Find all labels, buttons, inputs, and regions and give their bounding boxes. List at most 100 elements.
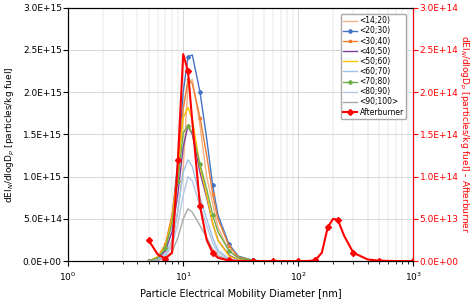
<80;90) — [175, 221, 181, 225]
Afterburner — [185, 69, 191, 73]
<30;40) — [181, 107, 186, 111]
<60;70) — [197, 196, 203, 200]
Line: Afterburner: Afterburner — [146, 52, 416, 263]
<90;100> — [235, 259, 241, 263]
<50;60) — [197, 165, 203, 168]
Afterburner — [175, 158, 181, 161]
<20;30) — [181, 90, 186, 94]
<70;80) — [181, 131, 186, 135]
Line: <20;30): <20;30) — [147, 54, 300, 262]
<40;50) — [295, 259, 301, 263]
Afterburner — [319, 251, 325, 255]
<80;90) — [284, 259, 290, 263]
<20;30) — [215, 213, 221, 217]
Line: <30;40): <30;40) — [147, 78, 300, 262]
<60;70) — [185, 158, 191, 161]
Afterburner — [284, 259, 290, 263]
<30;40) — [185, 78, 191, 81]
<80;90) — [146, 259, 151, 263]
<90;100> — [181, 217, 186, 221]
<30;40) — [284, 259, 290, 263]
<50;60) — [146, 259, 151, 263]
<40;50) — [270, 259, 276, 263]
<70;80) — [261, 259, 266, 263]
<14;20) — [250, 259, 255, 263]
<70;80) — [235, 256, 241, 260]
<80;90) — [215, 251, 221, 255]
<90;100> — [295, 259, 301, 263]
<30;40) — [169, 213, 175, 217]
Afterburner — [250, 259, 255, 263]
<20;30) — [250, 258, 255, 262]
<60;70) — [284, 259, 290, 263]
<70;80) — [146, 259, 151, 263]
<20;30) — [261, 259, 266, 263]
<40;50) — [163, 249, 168, 253]
<20;30) — [235, 254, 241, 258]
<14;20) — [197, 124, 203, 128]
<60;70) — [295, 259, 301, 263]
<30;40) — [270, 259, 276, 263]
Afterburner — [215, 256, 221, 260]
Line: <90;100>: <90;100> — [148, 209, 298, 261]
<90;100> — [284, 259, 290, 263]
<40;50) — [235, 258, 241, 261]
<50;60) — [295, 259, 301, 263]
Afterburner — [210, 251, 216, 255]
Afterburner — [169, 251, 175, 255]
<80;90) — [270, 259, 276, 263]
<90;100> — [261, 259, 266, 263]
Afterburner — [190, 120, 195, 124]
<14;20) — [169, 242, 175, 246]
<80;90) — [226, 257, 232, 261]
<40;50) — [197, 171, 203, 174]
<20;30) — [270, 259, 276, 263]
Afterburner — [335, 218, 341, 221]
Afterburner — [305, 259, 310, 263]
<60;70) — [250, 259, 255, 263]
Y-axis label: dEI$_N$/dlogD$_p$ [particles/kg fuel] - Afterburner: dEI$_N$/dlogD$_p$ [particles/kg fuel] - … — [457, 35, 470, 234]
<80;90) — [155, 258, 161, 262]
Afterburner — [197, 205, 203, 208]
<30;40) — [190, 82, 195, 85]
<40;50) — [175, 192, 181, 195]
<70;80) — [215, 230, 221, 233]
<90;100> — [197, 224, 203, 228]
<70;80) — [169, 221, 175, 225]
<70;80) — [163, 247, 168, 250]
Line: <70;80): <70;80) — [147, 125, 300, 262]
<90;100> — [204, 236, 210, 239]
<30;40) — [215, 217, 221, 221]
<80;90) — [210, 241, 216, 245]
<40;50) — [155, 257, 161, 261]
Afterburner — [270, 259, 276, 263]
<40;50) — [210, 221, 216, 225]
<70;80) — [197, 162, 203, 166]
<50;60) — [210, 221, 216, 225]
<70;80) — [210, 213, 216, 217]
<20;30) — [226, 242, 232, 246]
Line: <50;60): <50;60) — [148, 107, 298, 261]
<70;80) — [204, 188, 210, 191]
Afterburner — [181, 52, 186, 56]
<14;20) — [175, 209, 181, 212]
<90;100> — [146, 259, 151, 263]
<30;40) — [261, 259, 266, 263]
X-axis label: Particle Electrical Mobility Diameter [nm]: Particle Electrical Mobility Diameter [n… — [140, 289, 342, 299]
<30;40) — [295, 259, 301, 263]
<20;30) — [175, 158, 181, 161]
<60;70) — [146, 259, 151, 263]
<40;50) — [250, 259, 255, 263]
<90;100> — [185, 207, 191, 211]
<70;80) — [270, 259, 276, 263]
<40;50) — [261, 259, 266, 263]
Afterburner — [155, 253, 161, 256]
Afterburner — [393, 259, 399, 263]
<20;30) — [190, 53, 195, 57]
<70;80) — [190, 131, 195, 135]
<90;100> — [210, 248, 216, 251]
Line: <80;90): <80;90) — [148, 177, 298, 261]
<60;70) — [175, 209, 181, 212]
<80;90) — [169, 244, 175, 248]
<14;20) — [204, 175, 210, 178]
